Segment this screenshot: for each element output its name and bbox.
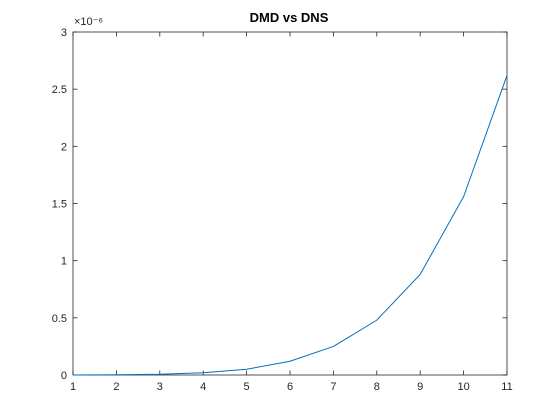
x-tick-label: 11 (501, 381, 512, 393)
y-tick-label: 3 (61, 27, 67, 39)
plot-area: 1 2 3 4 5 6 7 8 9 10 11 0 0.5 1 1.5 2 2.5 3 (52, 27, 513, 393)
y-tick-label: 2 (61, 141, 67, 153)
x-tick-label: 3 (157, 381, 163, 393)
y-tick-label: 0.5 (52, 313, 67, 325)
x-tick-label: 1 (70, 381, 76, 393)
x-tick-label: 5 (244, 381, 250, 393)
chart-title: DMD vs DNS (250, 10, 329, 25)
axes-box (72, 31, 508, 376)
x-tick-label: 9 (417, 381, 423, 393)
x-tick-label: 4 (200, 381, 206, 393)
y-tick-label: 2.5 (52, 84, 67, 96)
x-tick-label: 10 (457, 381, 469, 393)
x-tick-label: 2 (113, 381, 119, 393)
series-line (72, 75, 508, 376)
x-tick-label: 8 (374, 381, 380, 393)
y-axis-exponent-label: ×10⁻⁶ (74, 16, 103, 28)
x-tick-label: 7 (330, 381, 336, 393)
y-tick-label: 1 (61, 256, 67, 268)
y-tick-label: 0 (61, 370, 67, 382)
y-tick-label: 1.5 (52, 199, 67, 211)
x-tick-label: 6 (287, 381, 293, 393)
